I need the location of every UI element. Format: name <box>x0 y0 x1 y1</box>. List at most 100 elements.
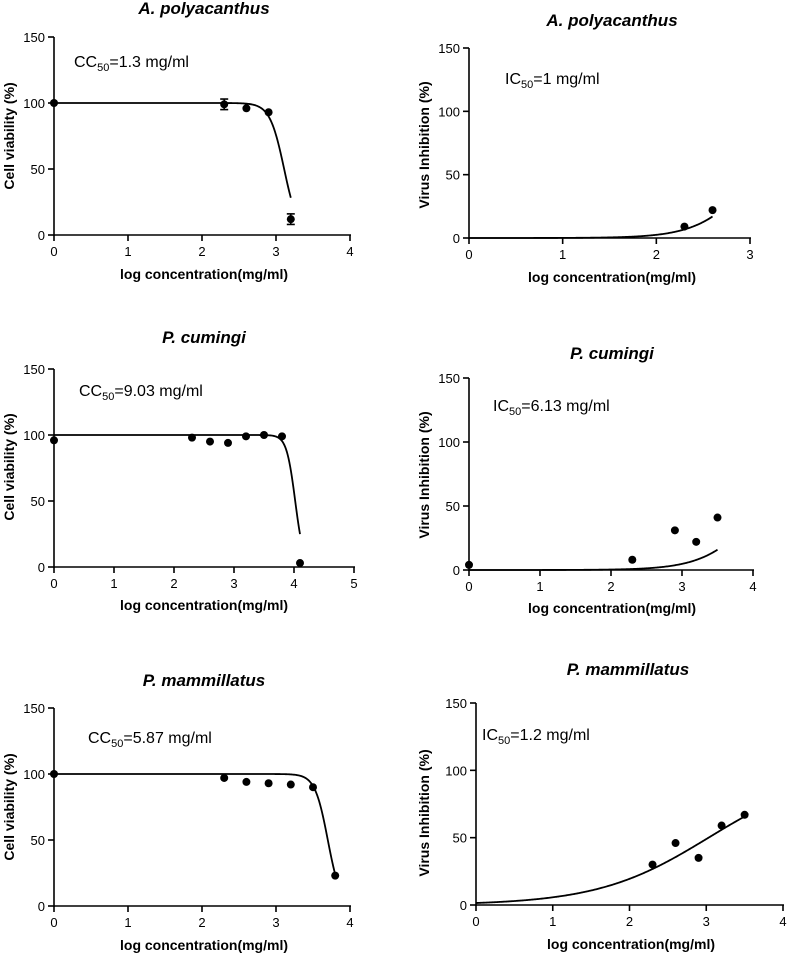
y-tick-label: 100 <box>23 428 45 443</box>
y-axis-label: Virus Inhibition (%) <box>416 81 432 208</box>
y-tick-label: 150 <box>23 362 45 377</box>
panel-p-mammillatus-virus-inhibition: P. mammillatus IC50=1.2 mg/ml log concen… <box>416 660 787 952</box>
annotation-subscript: 50 <box>521 79 533 91</box>
annotation-subscript: 50 <box>509 406 521 418</box>
y-tick-label: 100 <box>438 435 460 450</box>
cc50-annotation: CC50=9.03 mg/ml <box>79 383 203 403</box>
y-tick-label: 0 <box>38 899 45 914</box>
x-tick-label: 1 <box>124 244 131 259</box>
ic50-annotation: IC50=1.2 mg/ml <box>482 727 590 747</box>
y-tick-label: 150 <box>23 30 45 45</box>
x-tick-label: 2 <box>626 914 633 929</box>
data-point <box>50 99 58 107</box>
fit-curve <box>469 215 714 239</box>
fit-curve <box>54 773 337 875</box>
y-tick-label: 0 <box>460 898 467 913</box>
data-point <box>286 215 295 224</box>
data-point <box>670 526 679 535</box>
data-point <box>286 780 295 789</box>
panel-a-polyacanthus-cell-viability: A. polyacanthus CC50=1.3 mg/ml log conce… <box>1 0 354 282</box>
fit-curve <box>469 548 718 571</box>
y-tick-label: 0 <box>453 231 460 246</box>
data-point <box>50 770 58 778</box>
panel-p-mammillatus-cell-viability: P. mammillatus CC50=5.87 mg/ml log conce… <box>1 671 354 953</box>
data-point <box>220 773 229 782</box>
x-tick-label: 0 <box>50 576 57 591</box>
annotation-prefix: IC <box>505 71 521 88</box>
panel-a-polyacanthus-virus-inhibition: A. polyacanthus IC50=1 mg/ml log concent… <box>416 11 754 285</box>
x-axis-label: log concentration(mg/ml) <box>528 269 696 285</box>
x-tick-label: 0 <box>465 579 472 594</box>
annotation-subscript: 50 <box>97 62 109 74</box>
annotation-value: =5.87 mg/ml <box>123 730 211 747</box>
x-axis-label: log concentration(mg/ml) <box>120 597 288 613</box>
x-tick-label: 2 <box>607 579 614 594</box>
y-tick-label: 50 <box>31 833 45 848</box>
data-point <box>260 431 268 439</box>
data-point <box>628 555 637 564</box>
data-point <box>278 432 286 441</box>
y-axis-label: Virus Inhibition (%) <box>416 749 432 876</box>
x-axis-label: log concentration(mg/ml) <box>120 937 288 953</box>
panel-p-cumingi-cell-viability: P. cumingi CC50=9.03 mg/ml log concentra… <box>1 328 358 613</box>
x-tick-label: 3 <box>272 244 279 259</box>
y-tick-label: 150 <box>23 701 45 716</box>
y-axis-label: Virus Inhibition (%) <box>416 411 432 538</box>
y-tick-label: 150 <box>445 696 467 711</box>
x-tick-label: 2 <box>170 576 177 591</box>
data-point <box>671 839 680 848</box>
x-tick-label: 4 <box>749 579 756 594</box>
data-point <box>188 433 196 442</box>
x-tick-label: 4 <box>346 244 353 259</box>
data-point <box>220 100 229 109</box>
annotation-value: =9.03 mg/ml <box>114 383 202 400</box>
y-tick-label: 50 <box>446 168 460 183</box>
x-tick-label: 3 <box>230 576 237 591</box>
ic50-annotation: IC50=6.13 mg/ml <box>493 398 610 418</box>
y-tick-label: 0 <box>38 560 45 575</box>
annotation-prefix: CC <box>79 383 102 400</box>
fit-curve <box>54 102 292 198</box>
x-tick-label: 3 <box>272 915 279 930</box>
x-axis-label: log concentration(mg/ml) <box>120 266 288 282</box>
x-tick-label: 2 <box>198 915 205 930</box>
x-tick-label: 0 <box>50 915 57 930</box>
x-tick-label: 1 <box>549 914 556 929</box>
annotation-value: =6.13 mg/ml <box>521 398 609 415</box>
annotation-value: =1 mg/ml <box>533 71 599 88</box>
y-tick-label: 100 <box>23 767 45 782</box>
data-point <box>309 783 317 792</box>
panel-title: P. mammillatus <box>567 660 690 679</box>
data-point <box>224 438 232 447</box>
y-tick-label: 50 <box>446 499 460 514</box>
x-tick-label: 1 <box>536 579 543 594</box>
panel-p-cumingi-virus-inhibition: P. cumingi IC50=6.13 mg/ml log concentra… <box>416 344 757 616</box>
data-point <box>740 810 749 819</box>
y-axis-label: Cell viability (%) <box>1 82 17 189</box>
y-axis-label: Cell viability (%) <box>1 753 17 860</box>
x-tick-label: 1 <box>559 247 566 262</box>
y-tick-label: 150 <box>438 371 460 386</box>
annotation-prefix: CC <box>74 54 97 71</box>
x-tick-label: 3 <box>678 579 685 594</box>
cc50-annotation: CC50=1.3 mg/ml <box>74 54 189 74</box>
x-tick-label: 3 <box>703 914 710 929</box>
x-tick-label: 4 <box>290 576 297 591</box>
x-tick-label: 0 <box>465 247 472 262</box>
data-point <box>694 853 703 862</box>
x-tick-label: 2 <box>198 244 205 259</box>
data-point <box>264 108 273 117</box>
panel-title: P. mammillatus <box>143 671 266 690</box>
fit-curve <box>54 434 301 535</box>
x-tick-label: 4 <box>779 914 786 929</box>
data-point <box>717 821 726 830</box>
x-tick-label: 1 <box>110 576 117 591</box>
x-tick-label: 1 <box>124 915 131 930</box>
annotation-subscript: 50 <box>498 735 510 747</box>
x-tick-label: 0 <box>472 914 479 929</box>
fit-curve <box>475 815 746 904</box>
panel-title: P. cumingi <box>570 344 655 363</box>
annotation-subscript: 50 <box>102 391 114 403</box>
data-point <box>296 559 304 568</box>
